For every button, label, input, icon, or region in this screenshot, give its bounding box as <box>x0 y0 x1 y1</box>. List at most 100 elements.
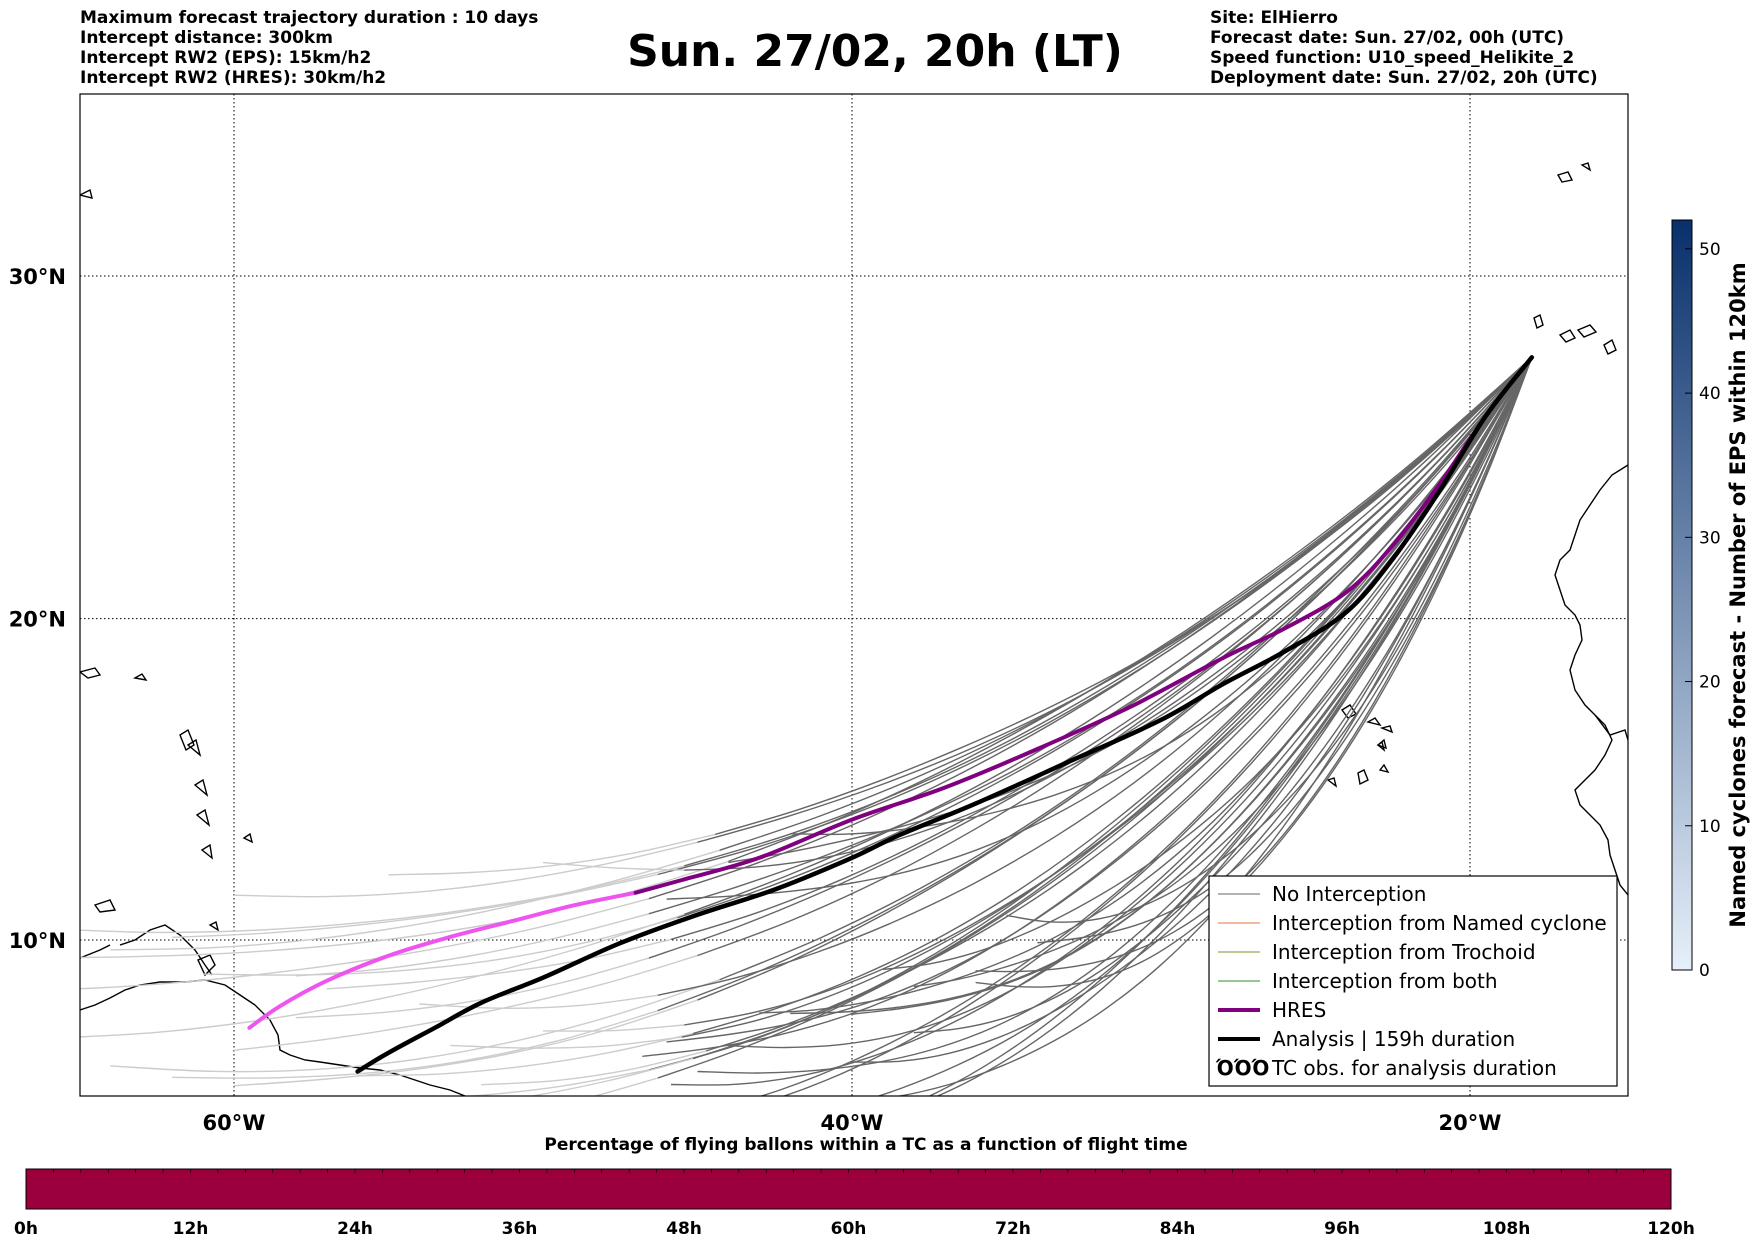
timebar-tick-label: 108h <box>1483 1219 1531 1239</box>
graticule <box>80 94 1628 1096</box>
x-tick-label: 40°W <box>821 1111 884 1135</box>
colorbar-tick-label: 30 <box>1699 528 1721 548</box>
timebar-tick-label: 48h <box>666 1219 702 1239</box>
header-right-line: Deployment date: Sun. 27/02, 20h (UTC) <box>1210 68 1598 88</box>
coast-colombia <box>80 944 111 959</box>
ensemble-track-late <box>357 1032 694 1077</box>
ensemble-track-late <box>481 1050 707 1086</box>
ensemble-track <box>896 357 1533 1096</box>
coast-venezuela <box>119 924 213 976</box>
ensemble-tracks <box>80 356 1533 1131</box>
ensemble-track-late <box>592 1077 658 1096</box>
ensemble-track-late <box>80 913 685 1038</box>
ensemble-track <box>657 356 1533 876</box>
ensemble-track-late <box>295 957 650 1019</box>
ensemble-track <box>1006 357 1533 923</box>
island-curacao <box>93 899 117 913</box>
timebar-fill <box>25 1168 1672 1210</box>
island-tobago <box>208 920 220 932</box>
ensemble-track <box>648 356 1533 959</box>
island-lesser-1 <box>179 728 195 752</box>
hres-track <box>247 355 1534 1030</box>
header-right-info: Site: ElHierro Forecast date: Sun. 27/02,… <box>1210 8 1598 88</box>
map-panel: 60°W 40°W 20°W 10°N 20°N 30°N <box>9 93 1629 1135</box>
island-lesser-2 <box>186 738 202 757</box>
ensemble-track <box>913 357 1533 988</box>
timebar-ticks: 0h 12h 24h 36h 48h 60h 72h 84h 96h 108h 120h <box>14 1169 1695 1239</box>
island-madeira-2 <box>1580 162 1592 172</box>
x-tick-label: 20°W <box>1439 1111 1502 1135</box>
ensemble-track <box>697 357 1533 1074</box>
ensemble-track <box>714 356 1533 836</box>
ensemble-track-late <box>233 841 698 898</box>
y-tick-label: 10°N <box>9 929 66 953</box>
ensemble-track-late <box>450 1036 683 1049</box>
island-lesser-5 <box>200 843 213 860</box>
ensemble-track-late <box>542 1024 685 1032</box>
header-right-line: Speed function: U10_speed_Helikite_2 <box>1210 48 1575 68</box>
coast-africa-detail <box>1594 714 1628 741</box>
ensemble-track <box>935 357 1533 1096</box>
ensemble-track-late <box>543 1121 684 1131</box>
timebar-tick-label: 120h <box>1647 1219 1695 1239</box>
page-title: Sun. 27/02, 20h (LT) <box>627 26 1123 77</box>
legend-label: Analysis | 159h duration <box>1272 1027 1515 1051</box>
island-lesser-3 <box>193 778 209 797</box>
ensemble-track <box>759 357 1533 1014</box>
header-left-line: Intercept distance: 300km <box>80 28 333 48</box>
timebar-tick-label: 0h <box>14 1219 38 1239</box>
header-right-line: Forecast date: Sun. 27/02, 00h (UTC) <box>1210 28 1565 48</box>
tc-symbol-icon: ΌΌΌ <box>1215 1056 1269 1080</box>
island-canary-1 <box>1533 314 1544 329</box>
island-cv-8 <box>1376 738 1388 750</box>
colorbar-label: Named cyclones forecast - Number of EPS … <box>1726 262 1750 927</box>
colorbar-tick-label: 40 <box>1699 384 1721 404</box>
coast-africa <box>1554 464 1628 896</box>
ensemble-track-late <box>110 979 720 1073</box>
legend-label: Interception from Trochoid <box>1272 940 1536 964</box>
ensemble-track <box>684 356 1533 867</box>
legend-label: TC obs. for analysis duration <box>1271 1056 1557 1080</box>
timebar-tick-label: 36h <box>502 1219 538 1239</box>
colorbar-tick-label: 20 <box>1699 673 1721 693</box>
ensemble-track-late <box>80 898 650 990</box>
island-canary-3 <box>1576 324 1598 338</box>
timebar: Percentage of flying ballons within a TC… <box>14 1135 1695 1239</box>
colorbar-tick-label: 0 <box>1699 961 1710 981</box>
y-tick-label: 30°N <box>9 265 66 289</box>
ensemble-track-late <box>528 1057 694 1096</box>
timebar-tick-label: 84h <box>1160 1219 1196 1239</box>
ensemble-track <box>759 357 1533 1096</box>
island-west-1 <box>80 188 93 199</box>
ensemble-track <box>719 356 1533 851</box>
legend: No Interception Interception from Named c… <box>1208 875 1618 1087</box>
island-trinidad <box>197 954 216 977</box>
header-left-line: Intercept RW2 (HRES): 30km/h2 <box>80 68 387 88</box>
ensemble-track-late <box>110 849 720 951</box>
island-hispaniola <box>80 667 102 679</box>
ensemble-track <box>782 357 1533 1096</box>
timebar-tick-label: 12h <box>173 1219 209 1239</box>
ensemble-track <box>975 357 1533 973</box>
ensemble-track <box>666 356 1533 900</box>
ensemble-track <box>882 357 1533 971</box>
ensemble-track-late <box>542 861 685 871</box>
analysis-track-line <box>355 355 1535 1074</box>
island-cv-2 <box>1366 717 1382 727</box>
island-pr <box>132 673 148 681</box>
ensemble-track <box>681 357 1533 1038</box>
ensemble-track <box>975 357 1533 988</box>
ensemble-track-late <box>388 833 716 876</box>
ensemble-track-late <box>419 994 658 1009</box>
ensemble-track <box>670 356 1533 941</box>
colorbar-tick-label: 50 <box>1699 240 1721 260</box>
ensemble-track <box>697 356 1533 1001</box>
ensemble-track <box>684 356 1533 871</box>
island-cv-6 <box>1326 777 1338 788</box>
ensemble-track <box>876 357 1533 1096</box>
legend-label: Interception from Named cyclone <box>1272 911 1607 935</box>
analysis-track <box>355 355 1535 1074</box>
header-left-info: Maximum forecast trajectory duration : 1… <box>80 8 538 88</box>
y-tick-label: 20°N <box>9 608 66 632</box>
